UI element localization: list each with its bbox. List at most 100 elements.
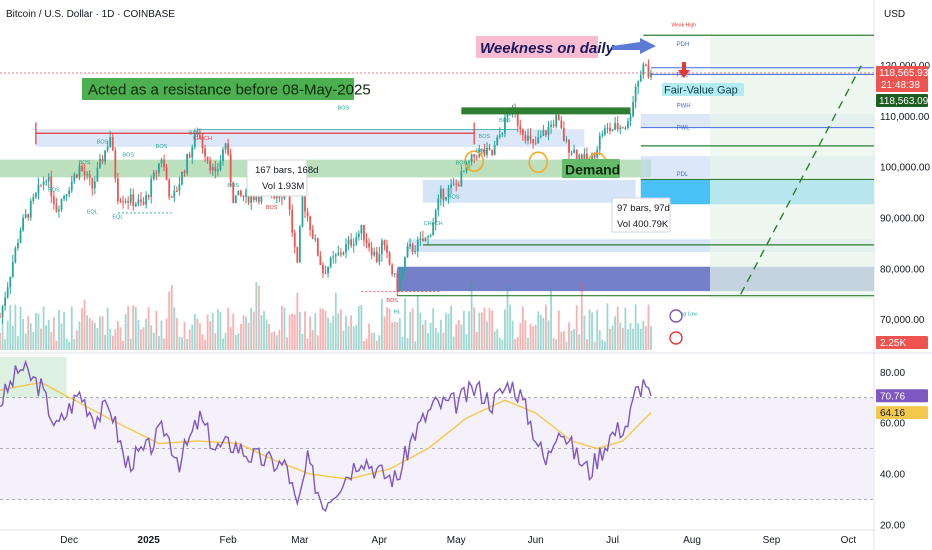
candle-body[interactable]: [463, 171, 465, 173]
candle-body[interactable]: [527, 135, 529, 141]
candle-body[interactable]: [298, 226, 301, 263]
candle-body[interactable]: [214, 167, 217, 172]
candle-body[interactable]: [186, 154, 188, 174]
candle-body[interactable]: [163, 159, 165, 168]
range-measure-box-1[interactable]: [246, 159, 308, 197]
current-price-tag[interactable]: [876, 65, 928, 92]
candle-body[interactable]: [106, 146, 109, 151]
candle-body[interactable]: [398, 275, 401, 292]
candle-body[interactable]: [650, 72, 652, 78]
candle-body[interactable]: [404, 257, 406, 268]
candle-body[interactable]: [140, 199, 142, 202]
candle-body[interactable]: [411, 244, 414, 252]
candle-body[interactable]: [386, 245, 388, 253]
candle-body[interactable]: [621, 127, 624, 129]
candle-body[interactable]: [29, 200, 32, 218]
candle-body[interactable]: [306, 211, 309, 217]
candle-body[interactable]: [183, 171, 186, 174]
candle-body[interactable]: [158, 163, 160, 173]
candle-body[interactable]: [40, 184, 42, 186]
candle-body[interactable]: [301, 195, 304, 227]
candle-body[interactable]: [642, 64, 645, 76]
candle-body[interactable]: [150, 179, 153, 197]
candle-body[interactable]: [109, 137, 112, 147]
candle-body[interactable]: [363, 224, 365, 241]
candle-body[interactable]: [242, 195, 245, 197]
candle-body[interactable]: [81, 165, 83, 171]
candle-body[interactable]: [255, 196, 258, 201]
candle-body[interactable]: [521, 129, 524, 135]
range-measure-box-2[interactable]: [611, 197, 671, 233]
candle-body[interactable]: [32, 197, 35, 201]
candle-body[interactable]: [429, 235, 432, 237]
candle-body[interactable]: [168, 180, 171, 197]
candle-body[interactable]: [165, 167, 168, 181]
candle-body[interactable]: [575, 149, 578, 159]
candle-body[interactable]: [627, 121, 629, 128]
candle-body[interactable]: [99, 158, 101, 168]
candle-body[interactable]: [275, 195, 278, 199]
candle-body[interactable]: [222, 149, 224, 162]
candle-body[interactable]: [560, 120, 563, 129]
candle-body[interactable]: [86, 174, 89, 176]
candle-body[interactable]: [378, 254, 381, 262]
candle-body[interactable]: [137, 199, 140, 205]
candle-body[interactable]: [552, 124, 555, 127]
candle-body[interactable]: [409, 244, 411, 246]
candle-body[interactable]: [457, 184, 460, 187]
candle-body[interactable]: [357, 233, 360, 238]
candle-body[interactable]: [483, 149, 486, 155]
candle-body[interactable]: [475, 156, 478, 158]
candle-body[interactable]: [586, 153, 588, 163]
currency-selector[interactable]: USD: [884, 9, 906, 20]
candle-body[interactable]: [439, 188, 442, 199]
candle-body[interactable]: [327, 266, 329, 274]
candle-body[interactable]: [368, 242, 370, 248]
candle-body[interactable]: [227, 143, 230, 155]
candle-body[interactable]: [199, 134, 201, 139]
candle-body[interactable]: [196, 133, 199, 135]
candle-body[interactable]: [498, 134, 501, 137]
candle-body[interactable]: [101, 158, 104, 162]
candle-body[interactable]: [11, 262, 14, 277]
candle-body[interactable]: [598, 135, 601, 150]
candle-body[interactable]: [324, 273, 327, 275]
candle-body[interactable]: [629, 116, 632, 122]
candle-body[interactable]: [470, 154, 473, 163]
candle-body[interactable]: [22, 217, 24, 231]
candle-body[interactable]: [322, 265, 324, 274]
candle-body[interactable]: [504, 117, 506, 134]
candle-body[interactable]: [555, 114, 558, 127]
rsi-ma-value-tag[interactable]: [876, 406, 928, 420]
candle-body[interactable]: [117, 178, 119, 201]
candle-body[interactable]: [624, 127, 627, 129]
candle-body[interactable]: [360, 224, 363, 234]
candle-body[interactable]: [152, 172, 155, 180]
candle-body[interactable]: [55, 204, 58, 212]
candle-body[interactable]: [524, 134, 527, 141]
candle-body[interactable]: [273, 195, 276, 199]
candle-body[interactable]: [406, 245, 409, 258]
candle-body[interactable]: [58, 209, 60, 212]
candle-body[interactable]: [229, 154, 232, 183]
candle-body[interactable]: [332, 256, 335, 258]
candle-body[interactable]: [278, 195, 281, 198]
candle-body[interactable]: [291, 209, 294, 233]
candle-body[interactable]: [583, 153, 586, 163]
candle-body[interactable]: [639, 75, 642, 82]
candle-body[interactable]: [396, 273, 399, 292]
candle-body[interactable]: [339, 252, 342, 255]
flag-icon[interactable]: [669, 331, 683, 345]
candle-body[interactable]: [91, 178, 94, 189]
candle-body[interactable]: [1, 305, 4, 318]
candle-body[interactable]: [375, 251, 378, 262]
candle-body[interactable]: [155, 172, 158, 174]
candle-body[interactable]: [83, 170, 86, 176]
candle-body[interactable]: [557, 114, 560, 121]
candle-body[interactable]: [147, 195, 150, 197]
candle-body[interactable]: [296, 246, 299, 263]
candle-body[interactable]: [145, 195, 147, 205]
candle-body[interactable]: [37, 184, 40, 193]
candle-body[interactable]: [6, 287, 9, 298]
